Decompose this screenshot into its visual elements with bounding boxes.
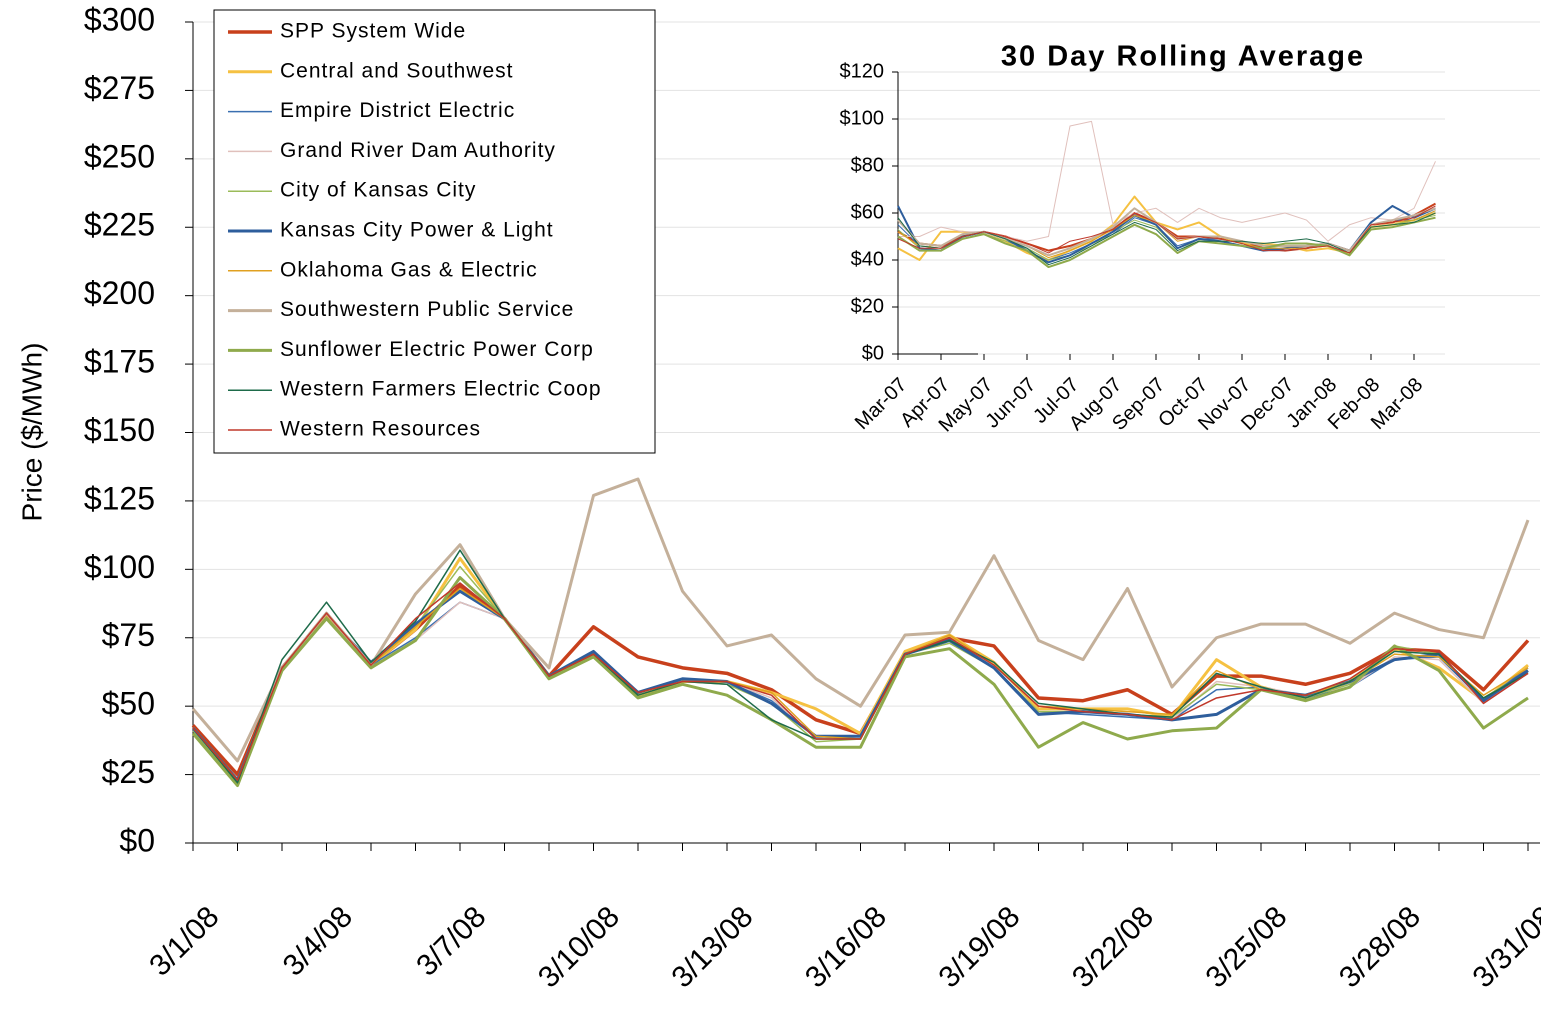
x-tick-label: 3/16/08: [799, 900, 893, 994]
y-axis-label: Price ($/MWh): [16, 343, 47, 522]
legend-label: Southwestern Public Service: [280, 298, 574, 321]
y-tick-label: $25: [102, 754, 155, 790]
legend-box: [213, 9, 656, 454]
series-line: [192, 565, 1529, 784]
legend-label: Oklahoma Gas & Electric: [280, 258, 538, 281]
series-line: [898, 120, 1436, 242]
series-line: [191, 576, 1529, 788]
y-tick-label: $80: [851, 154, 884, 176]
y-tick-label: $200: [84, 275, 155, 311]
legend-label: Empire District Electric: [280, 99, 515, 122]
y-tick-label: $225: [84, 207, 155, 243]
x-tick-label: 3/7/08: [410, 900, 492, 982]
legend-label: City of Kansas City: [280, 179, 476, 202]
y-tick-label: $100: [84, 549, 155, 585]
y-tick-label: $60: [851, 201, 884, 223]
legend-label: Sunflower Electric Power Corp: [280, 338, 594, 361]
inset-title: 30 Day Rolling Average: [1001, 41, 1365, 73]
legend-label: Central and Southwest: [280, 59, 513, 82]
y-tick-label: $0: [862, 342, 884, 364]
x-tick-label: 3/4/08: [277, 900, 359, 982]
y-tick-label: $100: [840, 107, 885, 129]
legend-label: Grand River Dam Authority: [280, 139, 556, 162]
y-tick-label: $0: [119, 822, 155, 858]
y-tick-label: $125: [84, 480, 155, 516]
series-line: [191, 589, 1529, 782]
y-tick-label: $40: [851, 248, 884, 270]
x-tick-label: 3/13/08: [665, 900, 759, 994]
y-tick-label: $275: [84, 70, 155, 106]
y-tick-label: $175: [84, 344, 155, 380]
legend-label: Western Farmers Electric Coop: [280, 378, 602, 401]
x-tick-label: 3/1/08: [143, 900, 225, 982]
legend-label: Western Resources: [280, 418, 481, 441]
y-tick-label: $250: [84, 138, 155, 174]
y-tick-label: $300: [84, 1, 155, 37]
legend-label: Kansas City Power & Light: [280, 219, 554, 242]
y-tick-label: $120: [840, 60, 885, 82]
x-tick-label: 3/31/08: [1466, 900, 1541, 994]
y-tick-label: $75: [102, 617, 155, 653]
series-line: [192, 582, 1529, 781]
y-tick-label: $150: [84, 412, 155, 448]
y-tick-label: $20: [851, 295, 884, 317]
y-tick-label: $50: [102, 686, 155, 722]
x-tick-label: 3/10/08: [532, 900, 626, 994]
x-tick-label: 3/28/08: [1333, 900, 1427, 994]
series-line: [191, 477, 1530, 763]
series-line: [897, 205, 1436, 254]
x-tick-label: Mar-07: [851, 374, 911, 434]
series-line: [897, 216, 1436, 269]
series-line: [897, 212, 1436, 266]
series-line: [192, 587, 1529, 781]
legend-label: SPP System Wide: [280, 20, 466, 43]
x-tick-label: 3/22/08: [1066, 900, 1160, 994]
x-tick-label: 3/19/08: [932, 900, 1026, 994]
x-tick-label: 3/25/08: [1199, 900, 1293, 994]
